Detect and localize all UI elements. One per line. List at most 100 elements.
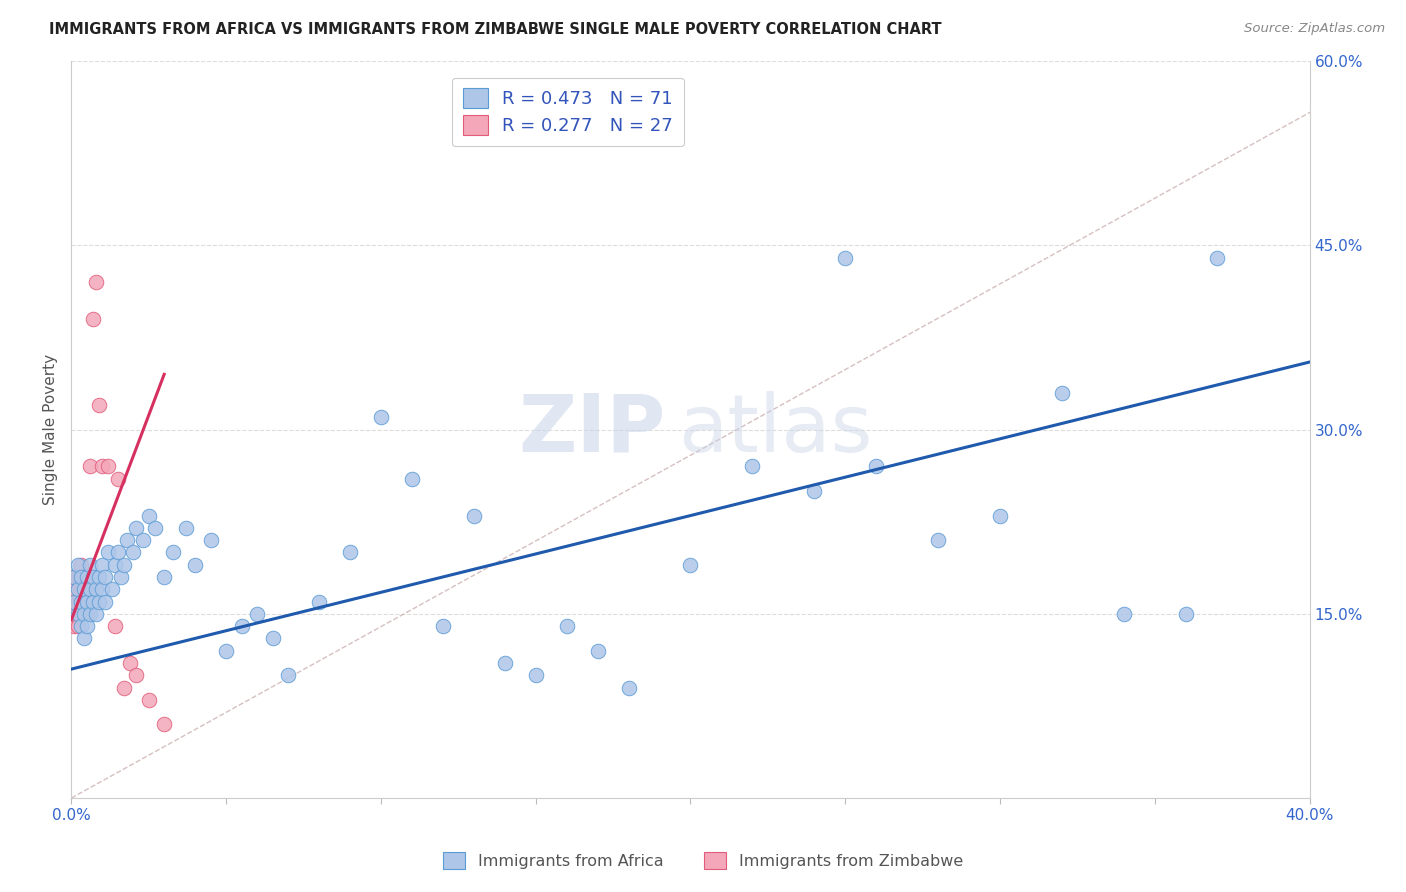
Point <box>586 643 609 657</box>
Point <box>107 545 129 559</box>
Point <box>69 607 91 621</box>
Point <box>79 558 101 572</box>
Point <box>1205 251 1227 265</box>
Point <box>339 545 361 559</box>
Point <box>153 570 176 584</box>
Point <box>138 508 160 523</box>
Point <box>200 533 222 548</box>
Point <box>104 619 127 633</box>
Point <box>125 668 148 682</box>
Point <box>184 558 207 572</box>
Point <box>73 632 96 646</box>
Point <box>110 570 132 584</box>
Point <box>988 508 1011 523</box>
Point <box>84 607 107 621</box>
Point <box>91 558 114 572</box>
Point <box>66 619 89 633</box>
Legend: Immigrants from Africa, Immigrants from Zimbabwe: Immigrants from Africa, Immigrants from … <box>437 846 969 875</box>
Point <box>865 459 887 474</box>
Point <box>115 533 138 548</box>
Point <box>463 508 485 523</box>
Point <box>76 570 98 584</box>
Point <box>63 570 86 584</box>
Point <box>138 693 160 707</box>
Point <box>432 619 454 633</box>
Point <box>277 668 299 682</box>
Point <box>131 533 153 548</box>
Point <box>162 545 184 559</box>
Point <box>741 459 763 474</box>
Point <box>215 643 238 657</box>
Point <box>63 582 86 597</box>
Point <box>69 558 91 572</box>
Point <box>66 558 89 572</box>
Point <box>246 607 269 621</box>
Point <box>401 472 423 486</box>
Point <box>69 594 91 608</box>
Point <box>494 656 516 670</box>
Point <box>89 398 111 412</box>
Point <box>69 619 91 633</box>
Point <box>89 594 111 608</box>
Point <box>91 459 114 474</box>
Point <box>66 582 89 597</box>
Point <box>73 594 96 608</box>
Point <box>63 619 86 633</box>
Point <box>1174 607 1197 621</box>
Point <box>104 558 127 572</box>
Point <box>231 619 253 633</box>
Point <box>84 275 107 289</box>
Point <box>94 594 117 608</box>
Point <box>524 668 547 682</box>
Point <box>1050 385 1073 400</box>
Point <box>125 521 148 535</box>
Point <box>73 582 96 597</box>
Point <box>82 312 104 326</box>
Point <box>84 582 107 597</box>
Point <box>153 717 176 731</box>
Point <box>82 594 104 608</box>
Point <box>100 582 122 597</box>
Point <box>1112 607 1135 621</box>
Point <box>112 558 135 572</box>
Point <box>63 594 86 608</box>
Point <box>76 594 98 608</box>
Point <box>73 607 96 621</box>
Point <box>66 607 89 621</box>
Point <box>63 570 86 584</box>
Y-axis label: Single Male Poverty: Single Male Poverty <box>44 354 58 505</box>
Point <box>679 558 702 572</box>
Point <box>370 410 392 425</box>
Point <box>112 681 135 695</box>
Point <box>89 570 111 584</box>
Point <box>76 607 98 621</box>
Point <box>927 533 949 548</box>
Point <box>63 594 86 608</box>
Point <box>107 472 129 486</box>
Point <box>66 594 89 608</box>
Point <box>73 570 96 584</box>
Point <box>66 570 89 584</box>
Point <box>79 582 101 597</box>
Point <box>122 545 145 559</box>
Point <box>174 521 197 535</box>
Point <box>555 619 578 633</box>
Point <box>834 251 856 265</box>
Text: atlas: atlas <box>678 391 872 468</box>
Text: Source: ZipAtlas.com: Source: ZipAtlas.com <box>1244 22 1385 36</box>
Point <box>120 656 142 670</box>
Text: ZIP: ZIP <box>519 391 665 468</box>
Point <box>69 570 91 584</box>
Point <box>97 459 120 474</box>
Point <box>76 619 98 633</box>
Point <box>262 632 284 646</box>
Point <box>97 545 120 559</box>
Legend: R = 0.473   N = 71, R = 0.277   N = 27: R = 0.473 N = 71, R = 0.277 N = 27 <box>451 78 683 146</box>
Point <box>69 582 91 597</box>
Point <box>308 594 330 608</box>
Point <box>803 483 825 498</box>
Point <box>76 582 98 597</box>
Point <box>82 570 104 584</box>
Point <box>79 459 101 474</box>
Text: IMMIGRANTS FROM AFRICA VS IMMIGRANTS FROM ZIMBABWE SINGLE MALE POVERTY CORRELATI: IMMIGRANTS FROM AFRICA VS IMMIGRANTS FRO… <box>49 22 942 37</box>
